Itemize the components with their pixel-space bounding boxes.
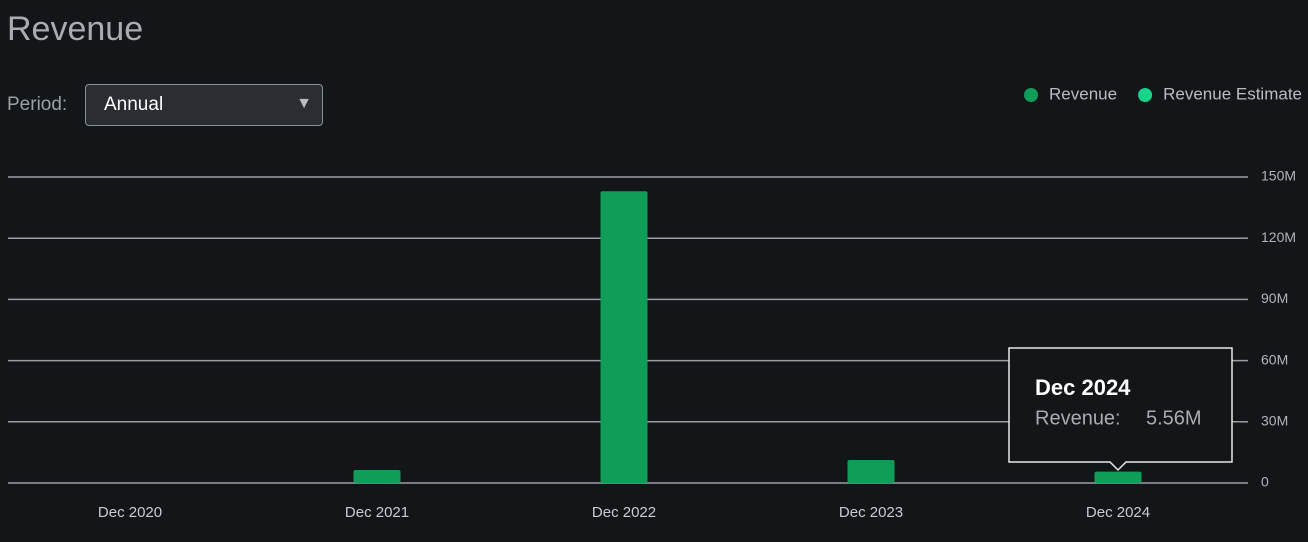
x-tick-label: Dec 2023 (839, 504, 903, 521)
tooltip-value: 5.56M (1146, 407, 1202, 429)
period-value: Annual (104, 94, 164, 115)
legend-label: Revenue (1049, 84, 1117, 103)
bar (353, 469, 401, 483)
period-select[interactable]: Annual ▼ (85, 84, 323, 126)
tooltip-box (1008, 347, 1233, 472)
period-label: Period: (7, 94, 68, 115)
legend-label: Revenue Estimate (1163, 84, 1302, 103)
dropdown-arrow[interactable]: ▼ (296, 95, 312, 112)
bar (600, 191, 648, 483)
bar (847, 459, 895, 483)
x-tick-label: Dec 2021 (345, 504, 409, 521)
y-tick-label: 120M (1261, 229, 1296, 245)
bar (1094, 471, 1142, 483)
x-tick-label: Dec 2024 (1086, 504, 1150, 521)
y-tick-label: 90M (1261, 290, 1288, 306)
y-tick-label: 60M (1261, 351, 1288, 367)
x-tick-label: Dec 2020 (98, 504, 162, 521)
y-tick-label: 30M (1261, 413, 1288, 429)
tooltip-label: Revenue: (1035, 407, 1121, 429)
y-tick-label: 150M (1261, 168, 1296, 184)
legend-marker (1138, 88, 1153, 102)
legend-marker (1024, 88, 1039, 102)
y-tick-label: 0 (1261, 474, 1269, 490)
page-title: Revenue (7, 10, 144, 48)
x-tick-label: Dec 2022 (592, 504, 656, 521)
tooltip-title: Dec 2024 (1035, 375, 1131, 400)
